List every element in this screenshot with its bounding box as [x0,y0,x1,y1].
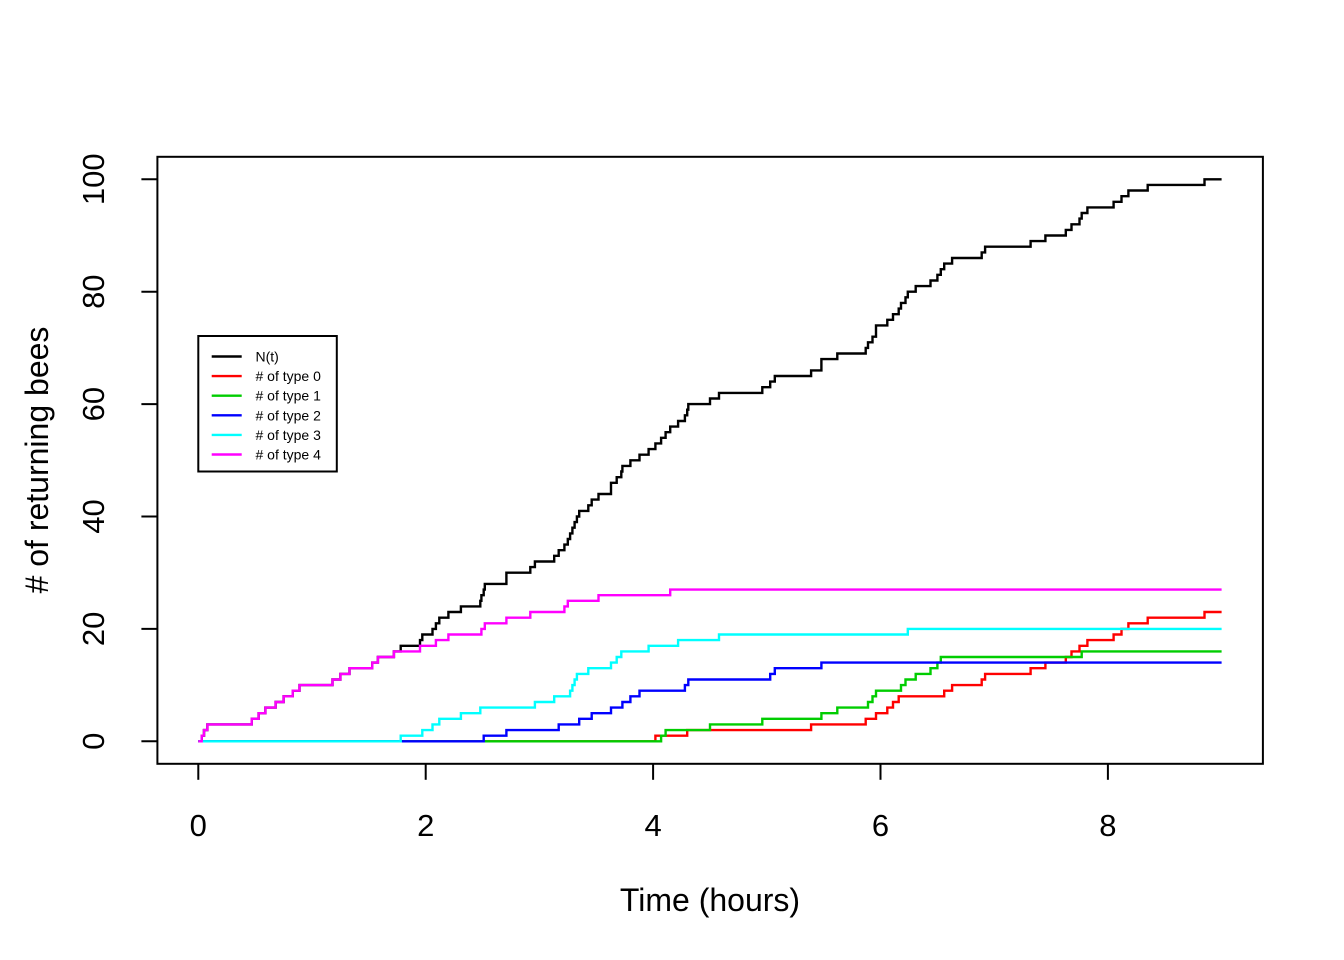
y-axis-title: # of returning bees [19,327,55,594]
curve-type-4 [198,588,1222,743]
legend: N(t) # of type 0 # of type 1 # of type 2 # o… [197,335,338,473]
y-tick-label: 80 [76,274,111,308]
legend-box [197,335,338,473]
x-tick-label: 2 [417,808,434,843]
legend-label-4: # of type 3 [256,427,322,443]
x-tick-label: 0 [190,808,207,843]
y-tick-label: 60 [76,387,111,421]
curve-type-2 [198,661,1222,743]
legend-label-0: N(t) [256,349,279,365]
legend-label-3: # of type 2 [256,407,322,423]
plot-border-box [156,155,1264,765]
x-axis-title: Time (hours) [620,882,800,918]
legend-label-2: # of type 1 [256,388,322,404]
curve-type-3 [198,627,1222,743]
legend-label-5: # of type 4 [256,447,322,463]
y-tick-label: 20 [76,612,111,646]
x-tick-label: 8 [1099,808,1116,843]
y-tick-label: 100 [76,153,111,205]
curve-type-1 [198,650,1222,743]
legend-label-1: # of type 0 [256,368,322,384]
curve-type-0 [198,610,1222,743]
x-tick-label: 6 [872,808,889,843]
y-tick-label: 0 [76,733,111,750]
x-tick-label: 4 [644,808,661,843]
y-tick-label: 40 [76,499,111,533]
curves-layer [198,178,1222,743]
